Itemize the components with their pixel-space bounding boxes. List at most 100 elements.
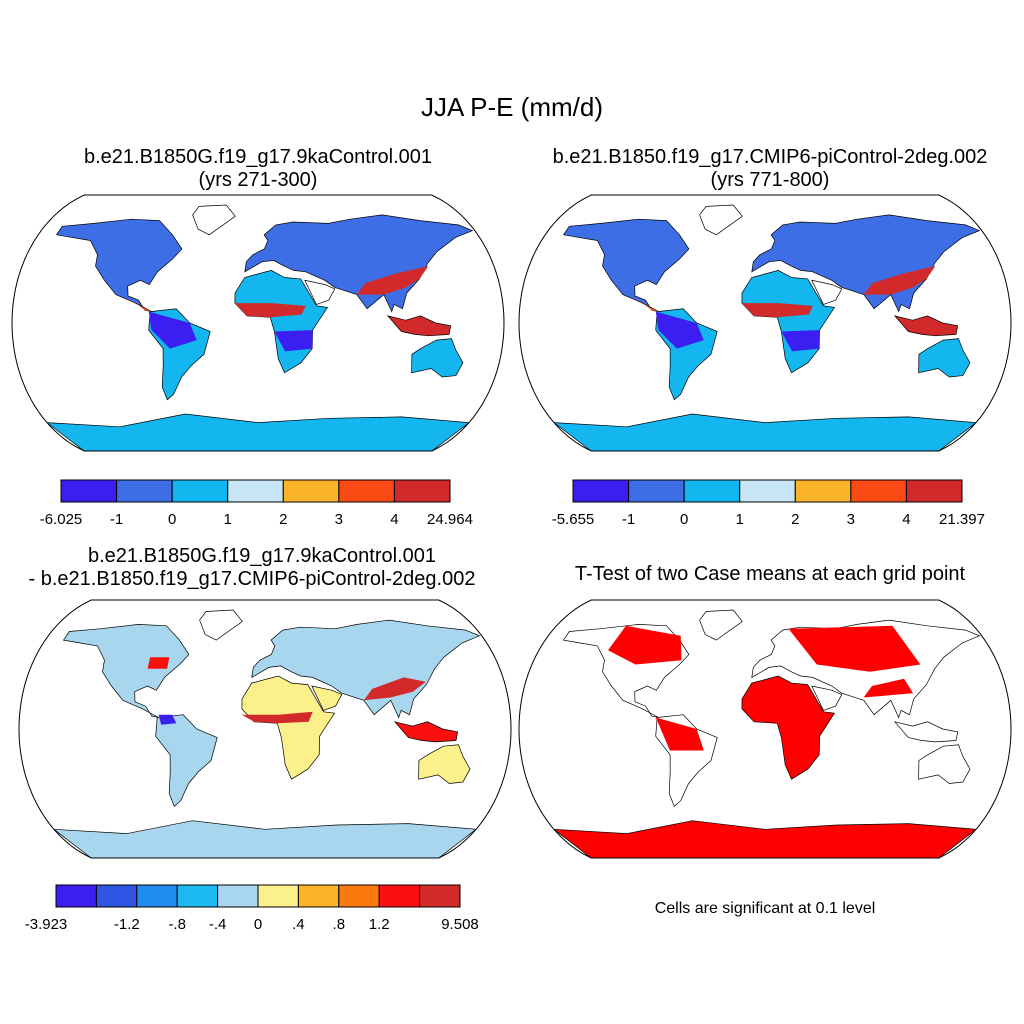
panel3-title-line1: b.e21.B1850G.f19_g17.9kaControl.001 xyxy=(87,545,437,567)
colorbar-tick-label: 4 xyxy=(390,511,398,528)
colorbar-tick-label: 21.397 xyxy=(939,511,985,528)
colorbar-tick-label: 2 xyxy=(791,511,799,528)
colorbar-tick-label: 0 xyxy=(680,511,688,528)
colorbar-tick-label: 9.508 xyxy=(441,916,479,933)
panel3-title-line2: - b.e21.B1850.f19_g17.CMIP6-piControl-2d… xyxy=(28,568,476,590)
colorbar-tick-label: -5.655 xyxy=(552,511,595,528)
continent-eurasia xyxy=(244,214,474,313)
panel2-title: b.e21.B1850.f19_g17.CMIP6-piControl-2deg… xyxy=(510,146,1024,192)
colorbar-swatch xyxy=(628,479,685,503)
colorbar-swatch xyxy=(176,884,219,908)
map-border xyxy=(518,599,1012,859)
continent-greenland xyxy=(192,204,236,236)
colorbar-tick-label: 0 xyxy=(254,916,262,933)
colorbar-swatch xyxy=(419,884,461,908)
region-shading xyxy=(356,266,429,295)
continent-australia xyxy=(918,338,971,378)
colorbar-swatch xyxy=(217,884,259,908)
colorbar-swatch xyxy=(850,479,907,503)
continent-arabia xyxy=(811,685,843,711)
continent-australia xyxy=(418,744,471,784)
panel3-title: b.e21.B1850G.f19_g17.9kaControl.001 - b.… xyxy=(0,545,516,591)
continent-indonesia xyxy=(893,315,959,337)
map-land xyxy=(45,204,474,451)
region-shading xyxy=(274,330,313,352)
colorbar-swatch xyxy=(378,884,421,908)
panel2-title-line2: (yrs 771-800) xyxy=(710,169,830,191)
continent-eurasia xyxy=(251,619,481,719)
colorbar-tick-label: -1 xyxy=(622,511,635,528)
continent-australia xyxy=(918,744,971,784)
continent-antarctica xyxy=(552,820,978,858)
region-shading xyxy=(241,711,313,724)
region-shading xyxy=(363,677,426,701)
region-shading xyxy=(655,311,704,349)
continent-namerica xyxy=(55,218,183,312)
panel2-title-line1: b.e21.B1850.f19_g17.CMIP6-piControl-2deg… xyxy=(552,146,988,168)
region-shading xyxy=(147,657,170,669)
colorbar-tick-label: 3 xyxy=(847,511,855,528)
main-title: JJA P-E (mm/d) xyxy=(420,92,603,122)
panel1-title-line2: (yrs 271-300) xyxy=(198,169,318,191)
colorbar-tick-label: 0 xyxy=(168,511,176,528)
panel1-title: b.e21.B1850G.f19_g17.9kaControl.001 (yrs… xyxy=(23,146,493,192)
map-border xyxy=(18,599,512,859)
region-shading xyxy=(863,678,913,698)
colorbar-swatch xyxy=(338,884,380,908)
map-panel-case1 xyxy=(11,194,505,452)
colorbar-swatch xyxy=(227,479,284,503)
colorbar-tick-label: 24.964 xyxy=(427,511,473,528)
region-shading xyxy=(863,266,936,295)
colorbar-tick-label: -.4 xyxy=(209,916,227,933)
panel4-title: T-Test of two Case means at each grid po… xyxy=(574,563,966,585)
map-panel-difference xyxy=(18,599,512,859)
region-shading xyxy=(148,311,197,349)
colorbar-difference: -3.923 -1.2 -.8 -.4 0 .4 .8 1.2 9.508 xyxy=(25,884,479,933)
continent-africa xyxy=(741,675,836,780)
colorbar-swatch xyxy=(55,884,97,908)
continent-greenland xyxy=(699,204,743,236)
colorbar-tick-label: -.8 xyxy=(168,916,186,933)
region-shading xyxy=(608,625,682,665)
continent-namerica xyxy=(62,624,190,718)
colorbar-swatch xyxy=(393,479,451,503)
continent-greenland xyxy=(199,609,243,641)
continent-arabia xyxy=(304,279,336,305)
continent-eurasia xyxy=(751,214,981,313)
map-land xyxy=(52,609,481,858)
region-shading xyxy=(234,303,306,318)
map-panel-ttest xyxy=(518,599,1012,859)
colorbar-tick-label: -6.025 xyxy=(40,511,83,528)
colorbar-swatch xyxy=(794,479,852,503)
continent-samerica xyxy=(155,714,218,807)
colorbar-swatch xyxy=(257,884,299,908)
continent-indonesia xyxy=(386,315,452,337)
colorbar-swatch xyxy=(297,884,340,908)
region-shading xyxy=(788,625,921,672)
colorbar-tick-label: -1.2 xyxy=(114,916,140,933)
continent-arabia xyxy=(311,685,343,711)
colorbar-tick-label: 1.2 xyxy=(369,916,390,933)
colorbar-tick-label: -3.923 xyxy=(25,916,68,933)
continent-greenland xyxy=(699,609,743,641)
continent-arabia xyxy=(811,279,843,305)
continent-antarctica xyxy=(45,413,471,451)
colorbar-swatch xyxy=(739,479,796,503)
region-shading xyxy=(158,714,177,725)
region-shading xyxy=(655,717,704,751)
continent-indonesia xyxy=(393,721,459,743)
colorbar-swatch xyxy=(60,479,118,503)
map-border xyxy=(518,194,1012,452)
region-shading xyxy=(741,303,813,318)
colorbar-tick-label: 3 xyxy=(335,511,343,528)
continent-australia xyxy=(411,338,464,378)
region-shading xyxy=(781,330,820,352)
colorbar-tick-label: .8 xyxy=(333,916,346,933)
panel1-title-line1: b.e21.B1850G.f19_g17.9kaControl.001 xyxy=(83,146,433,168)
colorbar-case1: -6.025 -1 0 1 2 3 4 24.964 xyxy=(40,479,473,528)
colorbar-case2: -5.655 -1 0 1 2 3 4 21.397 xyxy=(552,479,985,528)
map-panel-case2 xyxy=(518,194,1012,452)
colorbar-swatch xyxy=(338,479,395,503)
colorbar-swatch xyxy=(116,479,173,503)
colorbar-swatch xyxy=(905,479,963,503)
